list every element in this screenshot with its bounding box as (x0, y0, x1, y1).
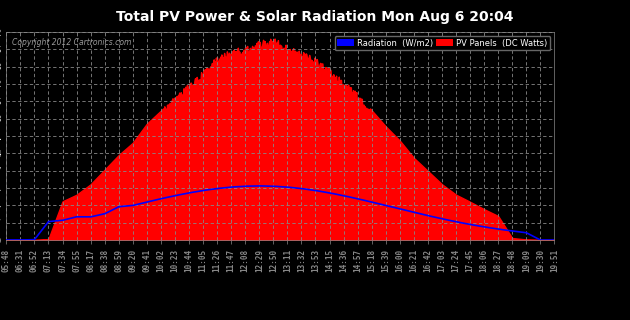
Text: Copyright 2012 Cartronics.com: Copyright 2012 Cartronics.com (12, 38, 131, 47)
Legend: Radiation  (W/m2), PV Panels  (DC Watts): Radiation (W/m2), PV Panels (DC Watts) (335, 36, 550, 50)
Text: Total PV Power & Solar Radiation Mon Aug 6 20:04: Total PV Power & Solar Radiation Mon Aug… (117, 10, 513, 24)
